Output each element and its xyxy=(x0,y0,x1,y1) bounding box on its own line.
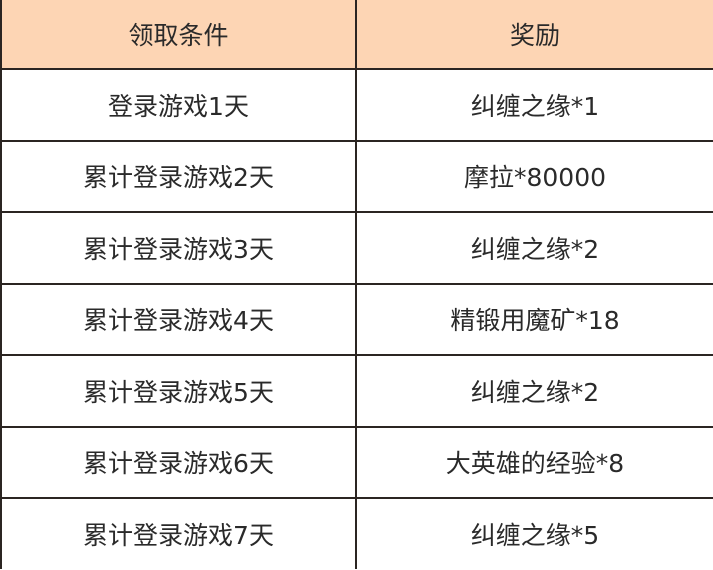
table-row: 累计登录游戏7天 纠缠之缘*5 xyxy=(0,497,713,569)
table-row: 累计登录游戏2天 摩拉*80000 xyxy=(0,139,713,213)
condition-cell: 累计登录游戏5天 xyxy=(0,354,357,428)
condition-cell: 累计登录游戏3天 xyxy=(0,211,357,285)
header-reward: 奖励 xyxy=(355,0,713,70)
table-row: 累计登录游戏4天 精锻用魔矿*18 xyxy=(0,282,713,356)
reward-cell: 纠缠之缘*5 xyxy=(355,497,713,569)
table-row: 登录游戏1天 纠缠之缘*1 xyxy=(0,68,713,142)
header-condition: 领取条件 xyxy=(0,0,357,70)
reward-cell: 摩拉*80000 xyxy=(355,139,713,213)
condition-cell: 累计登录游戏7天 xyxy=(0,497,357,569)
table-row: 累计登录游戏3天 纠缠之缘*2 xyxy=(0,211,713,285)
reward-cell: 精锻用魔矿*18 xyxy=(355,282,713,356)
reward-cell: 纠缠之缘*2 xyxy=(355,211,713,285)
condition-cell: 登录游戏1天 xyxy=(0,68,357,142)
reward-cell: 大英雄的经验*8 xyxy=(355,425,713,499)
reward-cell: 纠缠之缘*2 xyxy=(355,354,713,428)
reward-cell: 纠缠之缘*1 xyxy=(355,68,713,142)
header-row: 领取条件 奖励 xyxy=(0,0,713,70)
table-row: 累计登录游戏6天 大英雄的经验*8 xyxy=(0,425,713,499)
table-row: 累计登录游戏5天 纠缠之缘*2 xyxy=(0,354,713,428)
condition-cell: 累计登录游戏2天 xyxy=(0,139,357,213)
condition-cell: 累计登录游戏4天 xyxy=(0,282,357,356)
condition-cell: 累计登录游戏6天 xyxy=(0,425,357,499)
